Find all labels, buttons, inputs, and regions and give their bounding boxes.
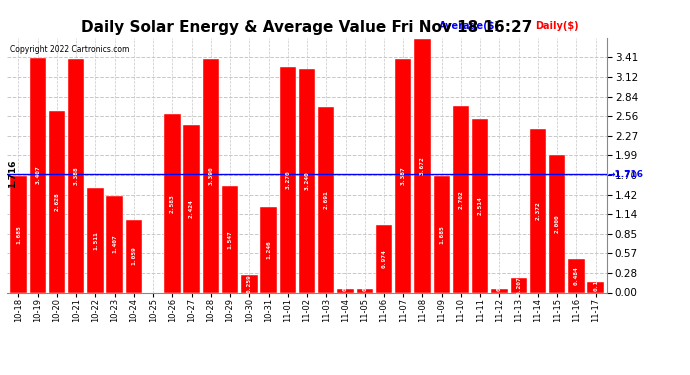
Bar	[569, 259, 584, 292]
Bar	[241, 274, 257, 292]
Text: 1.716: 1.716	[8, 160, 17, 189]
Bar	[472, 119, 489, 292]
Text: Average($): Average($)	[439, 21, 500, 31]
Bar	[376, 225, 392, 292]
Bar	[10, 176, 27, 292]
Text: 3.388: 3.388	[74, 166, 79, 185]
Bar	[357, 290, 373, 292]
Bar	[279, 67, 296, 292]
Bar	[164, 114, 181, 292]
Text: 2.583: 2.583	[170, 194, 175, 213]
Bar	[530, 129, 546, 292]
Text: 2.691: 2.691	[324, 190, 329, 209]
Text: 2.702: 2.702	[458, 190, 464, 209]
Bar	[49, 111, 65, 292]
Title: Daily Solar Energy & Average Value Fri Nov 18 16:27: Daily Solar Energy & Average Value Fri N…	[81, 20, 533, 35]
Text: 1.246: 1.246	[266, 240, 271, 259]
Bar	[184, 126, 200, 292]
Text: 0.259: 0.259	[247, 274, 252, 293]
Text: 1.685: 1.685	[440, 225, 444, 244]
Text: 0.049: 0.049	[343, 272, 348, 291]
Bar	[414, 39, 431, 292]
Bar	[337, 289, 354, 292]
Bar	[203, 59, 219, 292]
Text: 2.424: 2.424	[189, 200, 194, 218]
Text: 1.547: 1.547	[228, 230, 233, 249]
Bar	[30, 58, 46, 292]
Text: 3.390: 3.390	[208, 166, 213, 185]
Bar	[511, 278, 527, 292]
Bar	[587, 282, 604, 292]
Bar	[222, 186, 238, 292]
Bar	[126, 219, 142, 292]
Text: 1.407: 1.407	[112, 235, 117, 254]
Bar	[395, 59, 411, 292]
Text: 0.484: 0.484	[574, 267, 579, 285]
Bar	[433, 176, 450, 292]
Text: 2.628: 2.628	[55, 193, 59, 211]
Bar	[453, 106, 469, 292]
Text: 3.270: 3.270	[285, 171, 290, 189]
Text: 0.047: 0.047	[497, 272, 502, 291]
Text: 2.514: 2.514	[477, 196, 483, 215]
Bar	[68, 59, 84, 292]
Text: 3.672: 3.672	[420, 157, 425, 176]
Text: 0.974: 0.974	[382, 249, 386, 268]
Text: 1.685: 1.685	[16, 225, 21, 244]
Bar	[549, 154, 565, 292]
Text: 3.407: 3.407	[35, 166, 40, 184]
Text: 0.207: 0.207	[516, 276, 521, 295]
Text: Daily($): Daily($)	[535, 21, 579, 31]
Text: 0.150: 0.150	[593, 272, 598, 291]
Text: 3.387: 3.387	[401, 166, 406, 185]
Bar	[87, 188, 104, 292]
Bar	[260, 207, 277, 292]
Text: 0.044: 0.044	[362, 272, 367, 291]
Bar	[106, 195, 123, 292]
Bar	[318, 107, 335, 292]
Text: 1.511: 1.511	[93, 231, 98, 250]
Text: 3.240: 3.240	[304, 171, 310, 190]
Text: 2.000: 2.000	[555, 214, 560, 233]
Text: →1.716: →1.716	[607, 170, 643, 179]
Bar	[299, 69, 315, 292]
Text: Copyright 2022 Cartronics.com: Copyright 2022 Cartronics.com	[10, 45, 129, 54]
Bar	[491, 289, 508, 292]
Text: 1.059: 1.059	[131, 247, 137, 266]
Text: 2.372: 2.372	[535, 201, 540, 220]
